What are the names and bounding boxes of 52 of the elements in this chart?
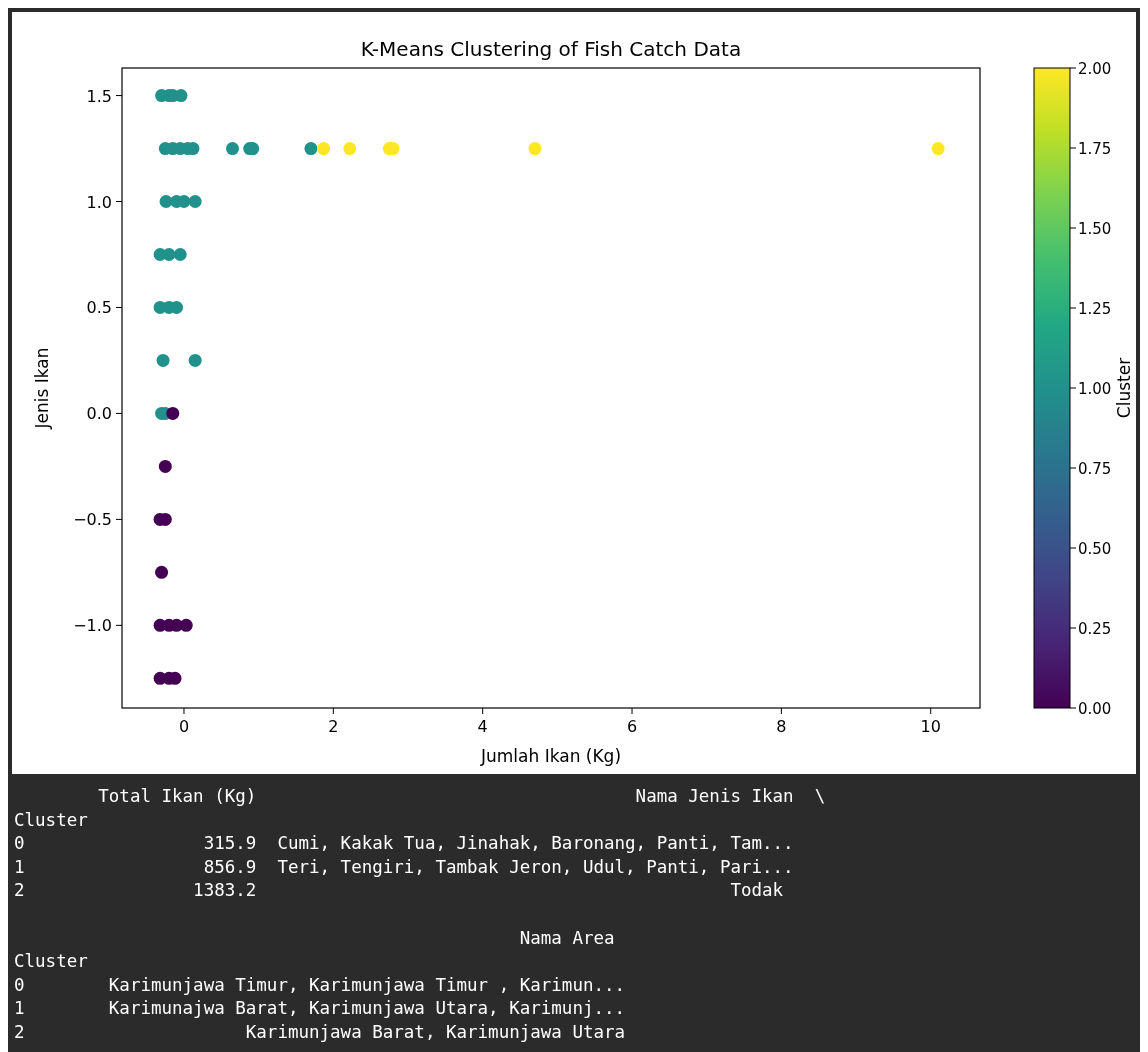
color-bar-label: 0.25: [1078, 620, 1112, 638]
point: [156, 353, 170, 367]
y-tick-label: −0.5: [73, 510, 112, 530]
text: Cluster: [14, 951, 88, 972]
text: 0 315.9 Cumi, Kakak Tua, Jinahak, Baronang, Panti, Tam...: [14, 833, 794, 854]
point: [162, 247, 176, 261]
point: [158, 459, 172, 473]
point: [226, 142, 240, 156]
color-bar-label: 0.00: [1078, 700, 1112, 718]
text: 1 856.9 Teri, Tengiri, Tambak Jeron, Udul, Panti, Pari...: [14, 856, 794, 877]
text: Nama Area: [14, 927, 615, 948]
y-tick-label: 1.0: [86, 192, 112, 212]
x-tick-label: 2: [328, 717, 339, 736]
color-bar-title: Cluster: [1114, 357, 1134, 419]
point: [179, 618, 193, 632]
y-axis-title: Jenis Ikan: [32, 347, 52, 430]
color-bar-label: 0.75: [1078, 460, 1112, 478]
x-tick-label: 4: [477, 717, 488, 736]
y-tick-label: −1.0: [73, 616, 112, 636]
point: [188, 353, 202, 367]
x-axis-title: Jumlah Ikan (Kg): [479, 746, 622, 766]
point: [343, 142, 357, 156]
point: [931, 142, 945, 156]
text: 2 Karimunjawa Barat, Karimunjawa Utara: [14, 1022, 626, 1042]
point: [155, 565, 169, 579]
text: 1 Karimunajwa Barat, Karimunjawa Utara, Karimunj...: [14, 998, 626, 1019]
color-bar-label: 2.00: [1078, 60, 1112, 78]
x-tick-label: 10: [920, 717, 941, 736]
point: [174, 89, 188, 103]
point: [304, 142, 318, 156]
color-bar-label: 1.50: [1078, 220, 1112, 238]
text: 0 Karimunjawa Timur, Karimunjawa Timur , Karimun...: [14, 974, 626, 995]
point: [188, 195, 202, 209]
point: [528, 142, 542, 156]
point: [170, 300, 184, 314]
y-tick-label: 0.5: [86, 298, 112, 318]
text: Total Ikan (Kg) Nama Jenis Ikan \: [14, 786, 826, 806]
color-bar-label: 1.00: [1078, 380, 1112, 398]
chart-title: K-Means Clustering of Fish Catch Data: [360, 37, 742, 61]
y-tick-label: 0.0: [86, 404, 112, 424]
text: 2 1383.2 Todak: [14, 880, 784, 901]
x-tick-label: 6: [626, 717, 638, 736]
y-tick-label: 1.5: [86, 86, 112, 106]
point: [166, 406, 180, 420]
color-bar-label: 0.50: [1078, 540, 1112, 558]
point: [173, 247, 187, 261]
color-bar-label: 1.75: [1078, 140, 1112, 158]
point: [317, 142, 331, 156]
x-tick-label: 8: [776, 717, 787, 736]
text: Cluster: [14, 809, 88, 830]
color-bar-label: 1.25: [1078, 300, 1112, 318]
x-tick-label: 0: [178, 717, 190, 736]
